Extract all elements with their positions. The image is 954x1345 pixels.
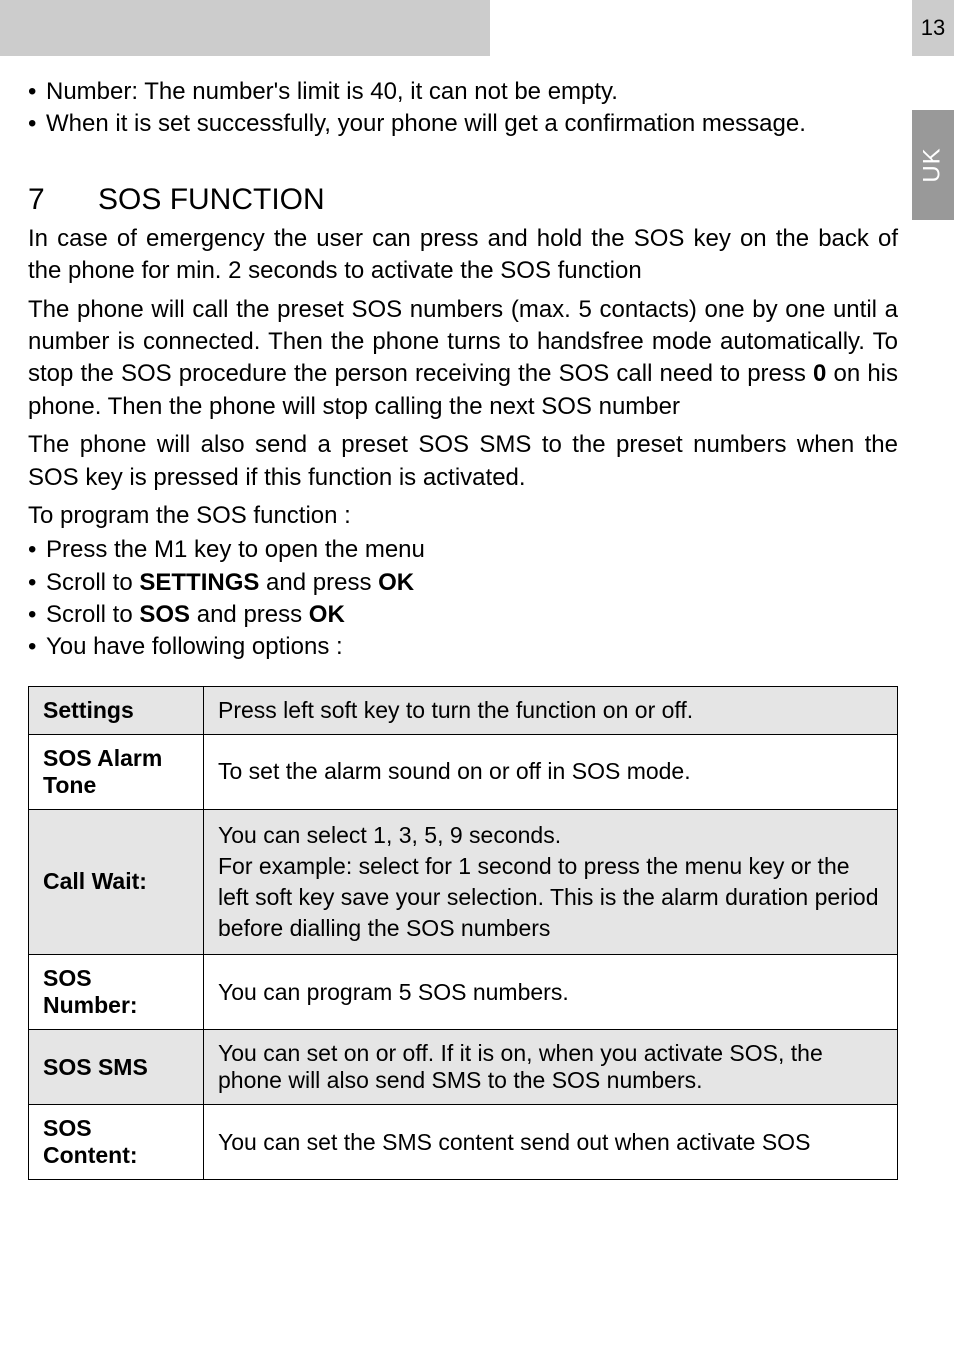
bold-span: 0 xyxy=(813,360,826,387)
bullet-dot: • xyxy=(28,599,46,631)
text-span: Scroll to xyxy=(46,569,139,596)
bullet-item: • Number: The number's limit is 40, it c… xyxy=(28,76,898,108)
cell-label: SOS Number: xyxy=(29,955,204,1030)
bullet-dot: • xyxy=(28,631,46,663)
text-span: Scroll to xyxy=(46,601,139,628)
cell-text: You can set the SMS content send out whe… xyxy=(204,1105,898,1180)
bullet-item: • You have following options : xyxy=(28,631,898,663)
text-span: and press xyxy=(259,569,378,596)
table-row: SOS SMS You can set on or off. If it is … xyxy=(29,1030,898,1105)
page-number-tab: 13 xyxy=(912,0,954,56)
bullet-item: • Scroll to SOS and press OK xyxy=(28,599,898,631)
text-span: The phone will call the preset SOS numbe… xyxy=(28,296,898,388)
cell-text: To set the alarm sound on or off in SOS … xyxy=(204,734,898,809)
cell-text: You can select 1, 3, 5, 9 seconds. For e… xyxy=(204,809,898,954)
body-paragraph: The phone will call the preset SOS numbe… xyxy=(28,294,898,424)
page-number: 13 xyxy=(921,15,945,41)
program-bullets: • Press the M1 key to open the menu • Sc… xyxy=(28,534,898,664)
cell-text: Press left soft key to turn the function… xyxy=(204,686,898,734)
bullet-text: Scroll to SETTINGS and press OK xyxy=(46,567,414,599)
section-title: SOS FUNCTION xyxy=(98,183,325,217)
language-label: UK xyxy=(919,147,947,182)
intro-bullets: • Number: The number's limit is 40, it c… xyxy=(28,76,898,141)
bullet-dot: • xyxy=(28,567,46,599)
bold-span: OK xyxy=(378,569,414,596)
body-paragraph: To program the SOS function : xyxy=(28,500,898,532)
settings-table: Settings Press left soft key to turn the… xyxy=(28,686,898,1180)
cell-label: Settings xyxy=(29,686,204,734)
language-tab: UK xyxy=(912,110,954,220)
body-paragraph: The phone will also send a preset SOS SM… xyxy=(28,429,898,494)
bullet-item: • Press the M1 key to open the menu xyxy=(28,534,898,566)
bullet-dot: • xyxy=(28,108,46,140)
bullet-dot: • xyxy=(28,534,46,566)
cell-label: Call Wait: xyxy=(29,809,204,954)
section-heading: 7 SOS FUNCTION xyxy=(28,183,898,217)
bold-span: SOS xyxy=(139,601,190,628)
cell-label: SOS Alarm Tone xyxy=(29,734,204,809)
table-row: Call Wait: You can select 1, 3, 5, 9 sec… xyxy=(29,809,898,954)
header-bar xyxy=(0,0,490,56)
table-row: SOS Content: You can set the SMS content… xyxy=(29,1105,898,1180)
section-number: 7 xyxy=(28,183,58,217)
cell-label: SOS Content: xyxy=(29,1105,204,1180)
text-span: and press xyxy=(190,601,309,628)
table-row: SOS Number: You can program 5 SOS number… xyxy=(29,955,898,1030)
page-content: • Number: The number's limit is 40, it c… xyxy=(28,76,898,1180)
bullet-text: When it is set successfully, your phone … xyxy=(46,108,806,140)
bullet-text: You have following options : xyxy=(46,631,343,663)
bold-span: OK xyxy=(309,601,345,628)
bullet-dot: • xyxy=(28,76,46,108)
bullet-item: • When it is set successfully, your phon… xyxy=(28,108,898,140)
bullet-item: • Scroll to SETTINGS and press OK xyxy=(28,567,898,599)
cell-text: You can program 5 SOS numbers. xyxy=(204,955,898,1030)
bullet-text: Number: The number's limit is 40, it can… xyxy=(46,76,618,108)
body-paragraph: In case of emergency the user can press … xyxy=(28,223,898,288)
table-row: SOS Alarm Tone To set the alarm sound on… xyxy=(29,734,898,809)
bullet-text: Scroll to SOS and press OK xyxy=(46,599,345,631)
cell-label: SOS SMS xyxy=(29,1030,204,1105)
bullet-text: Press the M1 key to open the menu xyxy=(46,534,425,566)
bold-span: SETTINGS xyxy=(139,569,259,596)
cell-text: You can set on or off. If it is on, when… xyxy=(204,1030,898,1105)
table-row: Settings Press left soft key to turn the… xyxy=(29,686,898,734)
